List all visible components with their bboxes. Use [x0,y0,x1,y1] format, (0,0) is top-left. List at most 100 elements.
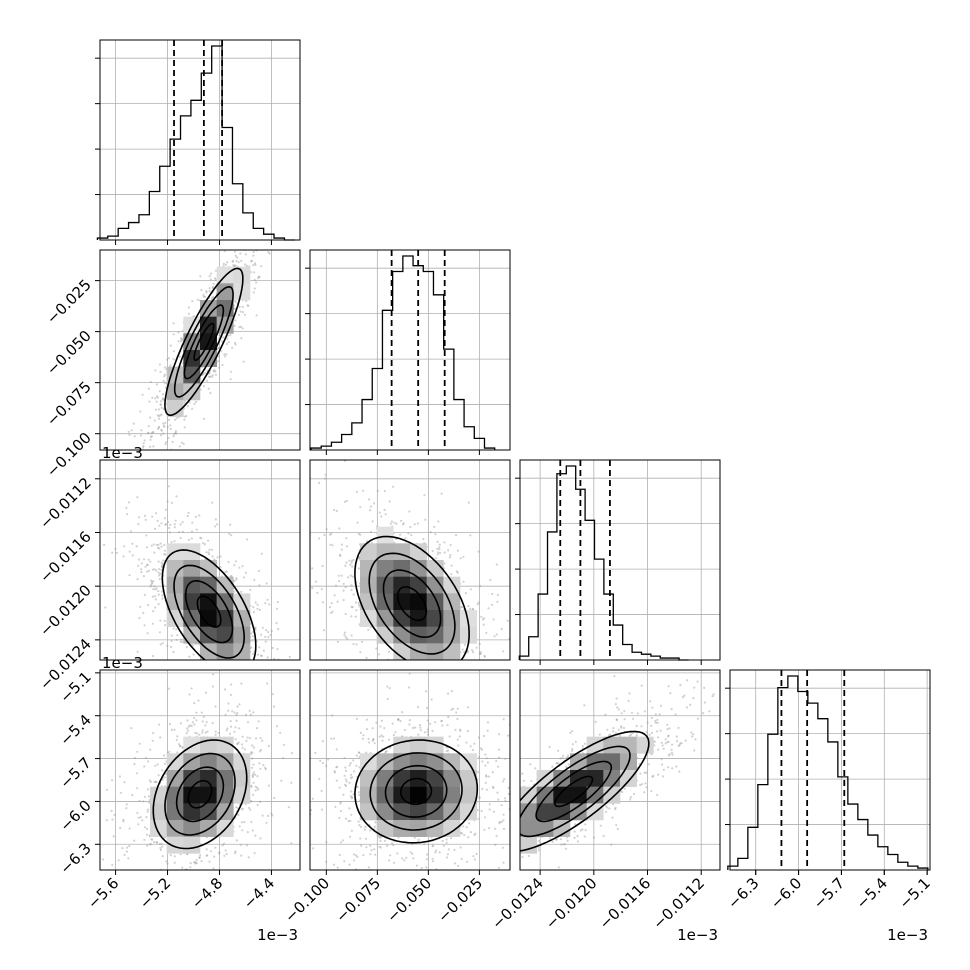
scatter-point [131,484,133,486]
scatter-point [448,556,451,559]
scatter-point [381,739,384,742]
scatter-point [201,720,204,723]
scatter-point [318,537,321,540]
scatter-point [198,683,200,685]
scatter-point [382,664,384,666]
scatter-point [274,787,276,789]
scatter-point [501,846,504,849]
scatter-point [404,537,407,540]
scatter-point [325,528,328,531]
scatter-point [349,762,352,765]
scatter-point [447,848,450,851]
scatter-point [355,717,358,721]
scatter-point [243,313,247,316]
scatter-point [144,518,147,521]
scatter-point [135,872,137,874]
scatter-point [391,722,394,725]
scatter-point [133,435,136,438]
scatter-point [192,653,195,656]
scatter-point [252,746,256,749]
density-cell [410,543,427,561]
scatter-point [369,509,372,512]
density-cell [200,593,217,611]
scatter-point [471,651,475,654]
scatter-point [123,853,126,857]
scatter-point [473,858,476,861]
scatter-point [267,218,269,220]
scatter-point [153,841,156,844]
scatter-point [246,736,249,739]
scatter-point [221,691,223,693]
scatter-point [479,652,482,656]
scatter-point [488,902,490,904]
density-cell [443,786,461,804]
scatter-point [401,711,404,714]
scatter-point [208,375,211,378]
scatter-point [491,771,494,774]
scatter-point [357,751,360,754]
density-cell [410,626,427,644]
scatter-point [469,831,472,834]
scatter-point [434,721,437,724]
scatter-point [146,833,149,836]
contour-line [397,586,428,622]
scatter-point [432,860,435,863]
scatter-point [256,786,259,789]
scatter-point [232,264,235,267]
scatter-point [214,373,217,376]
scatter-point [562,843,565,846]
scatter-point [187,664,189,666]
scatter-point [267,631,270,634]
density-cell [376,526,394,544]
scatter-point [467,605,470,608]
scatter-point [456,707,459,711]
scatter-point [151,622,154,625]
scatter-point [359,533,362,536]
density-cell [200,610,217,627]
scatter-point [507,792,510,796]
density-cell [426,576,444,594]
scatter-point [312,847,315,850]
scatter-point [247,304,250,307]
scatter-point [486,862,488,864]
scatter-point [186,514,189,518]
scatter-point [238,566,241,569]
scatter-point [340,574,343,577]
scatter-point [193,723,196,726]
scatter-point [191,407,194,410]
scatter-point [179,745,182,748]
scatter-point [339,801,342,804]
scatter-point [163,776,166,779]
scatter-point [199,275,202,278]
scatter-point [218,334,221,337]
density-cell [393,626,411,644]
scatter-point [438,543,441,546]
scatter-point [359,731,362,735]
scatter-point [222,262,225,265]
scatter-point [234,726,237,729]
scatter-point [224,263,227,266]
density-cell [200,786,217,804]
scatter-point [156,763,159,766]
scatter-point [250,232,252,234]
scatter-point [264,704,266,706]
scatter-point [142,492,144,494]
pair-panel-1-0 [99,218,301,494]
scatter-point [211,722,214,725]
scatter-point [169,427,172,431]
scatter-point [434,557,438,560]
scatter-point [361,737,364,740]
scatter-point [344,769,348,773]
scatter-point [216,523,219,526]
scatter-point [320,789,323,793]
scatter-point [472,607,475,611]
scatter-point [280,779,283,782]
scatter-point [239,310,242,313]
scatter-point [224,355,227,358]
scatter-point [500,820,503,824]
scatter-point [195,719,198,722]
scatter-point [413,726,417,729]
scatter-point [296,664,298,666]
scatter-point [259,244,261,246]
scatter-point [242,677,244,679]
